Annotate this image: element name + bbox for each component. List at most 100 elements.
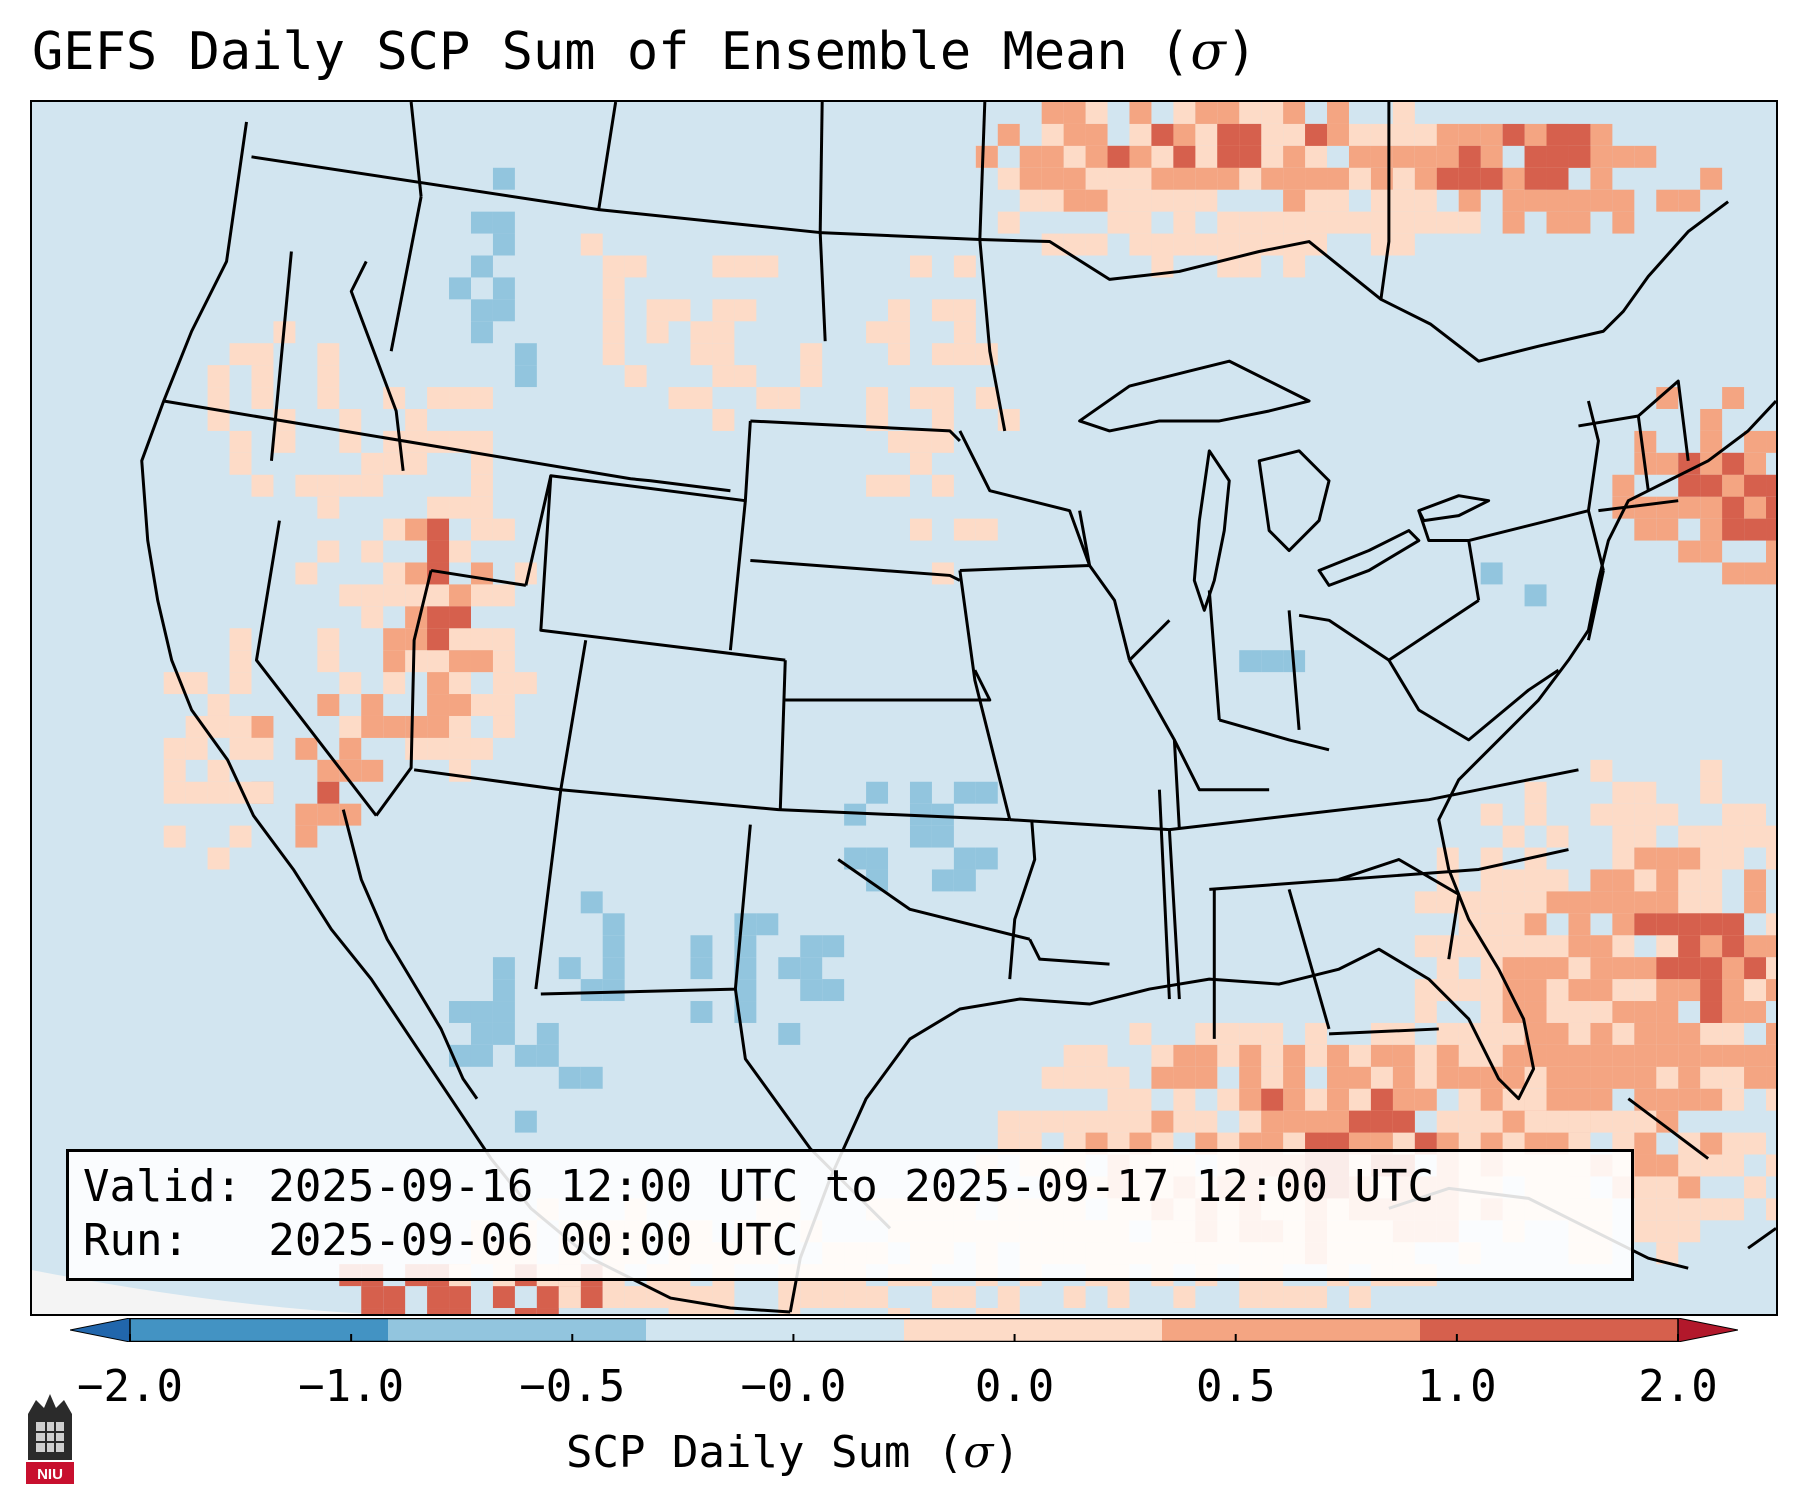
field-cell: [1612, 935, 1635, 958]
field-cell: [602, 343, 625, 366]
field-cell: [1480, 1044, 1503, 1067]
field-cell: [1766, 913, 1776, 936]
field-cell: [449, 628, 471, 651]
field-cell: [1480, 803, 1503, 826]
field-cell: [1590, 189, 1613, 212]
field-cell: [1634, 891, 1657, 914]
field-cell: [295, 737, 318, 760]
field-cell: [1590, 1066, 1613, 1089]
field-cell: [1612, 474, 1635, 497]
field-cell: [690, 957, 713, 980]
field-cell: [1656, 1110, 1679, 1133]
field-cell: [1063, 167, 1086, 190]
field-cell: [1041, 1110, 1064, 1133]
field-cell: [339, 737, 362, 760]
field-cell: [1634, 1198, 1657, 1221]
field-cell: [1700, 825, 1723, 848]
field-cell: [1085, 233, 1108, 256]
field-cell: [580, 979, 603, 1002]
field-cell: [492, 979, 515, 1002]
field-cell: [1590, 891, 1613, 914]
field-cell: [1480, 869, 1503, 892]
field-cell: [1700, 891, 1723, 914]
field-cell: [778, 957, 801, 980]
field-cell: [1063, 1044, 1086, 1067]
field-cell: [361, 584, 384, 607]
field-cell: [1502, 979, 1525, 1002]
field-cell: [449, 277, 471, 300]
field-cell: [1524, 584, 1547, 607]
field-cell: [1546, 1022, 1569, 1045]
field-cell: [317, 781, 340, 804]
field-cell: [1085, 167, 1108, 190]
field-cell: [1217, 167, 1240, 190]
field-cell: [1678, 913, 1701, 936]
field-cell: [1722, 935, 1745, 958]
field-cell: [975, 145, 998, 168]
field-cell: [1414, 123, 1437, 146]
field-cell: [1590, 957, 1613, 980]
field-cell: [1590, 1088, 1613, 1111]
field-cell: [1700, 935, 1723, 958]
field-cell: [1612, 781, 1635, 804]
field-cell: [1766, 935, 1776, 958]
field-cell: [427, 430, 450, 453]
field-cell: [1063, 233, 1086, 256]
field-cell: [997, 123, 1020, 146]
field-cell: [405, 628, 428, 651]
field-cell: [822, 979, 845, 1002]
field-cell: [1766, 957, 1776, 980]
field-cell: [1458, 167, 1481, 190]
field-cell: [492, 1286, 515, 1309]
field-cell: [1656, 1066, 1679, 1089]
field-cell: [734, 255, 757, 278]
field-cell: [1261, 650, 1284, 673]
field-cell: [1722, 957, 1745, 980]
colorbar-bin: [388, 1318, 647, 1342]
field-cell: [536, 1044, 559, 1067]
colorbar-tick-label: 2.0: [1638, 1361, 1718, 1412]
field-cell: [1568, 1022, 1591, 1045]
field-cell: [1634, 1044, 1657, 1067]
field-cell: [492, 1022, 515, 1045]
scp-map: [32, 102, 1776, 1314]
field-cell: [1678, 1066, 1701, 1089]
field-cell: [1151, 233, 1174, 256]
field-cell: [1283, 189, 1306, 212]
field-cell: [1305, 1110, 1328, 1133]
field-cell: [624, 255, 647, 278]
field-cell: [514, 1044, 537, 1067]
field-cell: [295, 562, 318, 585]
field-cell: [975, 1308, 998, 1314]
field-cell: [1656, 847, 1679, 870]
field-cell: [185, 715, 208, 738]
field-cell: [1766, 825, 1776, 848]
field-cell: [1590, 759, 1613, 782]
field-cell: [1656, 979, 1679, 1002]
field-cell: [1063, 102, 1086, 124]
field-cell: [295, 825, 318, 848]
colorbar-bin: [646, 1318, 905, 1342]
field-cell: [492, 167, 515, 190]
field-cell: [909, 255, 932, 278]
field-cell: [756, 387, 779, 409]
field-cell: [1524, 145, 1547, 168]
field-cell: [1700, 847, 1723, 870]
field-cell: [1722, 847, 1745, 870]
field-cell: [229, 628, 252, 651]
field-cell: [383, 452, 406, 475]
field-cell: [712, 408, 735, 431]
field-cell: [602, 277, 625, 300]
field-cell: [1568, 123, 1591, 146]
field-cell: [602, 979, 625, 1002]
lake-ontario: [1417, 494, 1491, 523]
field-cell: [1744, 803, 1767, 826]
field-cell: [1063, 123, 1086, 146]
field-cell: [1568, 913, 1591, 936]
field-cell: [1283, 1286, 1306, 1309]
field-cell: [361, 1286, 384, 1309]
field-cell: [712, 321, 735, 344]
field-cell: [690, 935, 713, 958]
field-cell: [1546, 979, 1569, 1002]
field-cell: [1173, 167, 1196, 190]
